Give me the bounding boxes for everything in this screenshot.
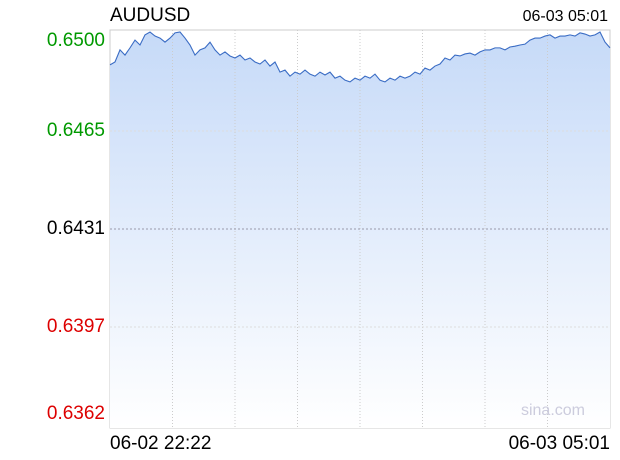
price-line bbox=[109, 31, 611, 83]
y-tick-label: 0.6397 bbox=[47, 316, 105, 337]
y-tick-label: 0.6362 bbox=[47, 403, 105, 424]
y-tick-label: 0.6465 bbox=[47, 120, 105, 141]
x-tick-label: 06-03 05:01 bbox=[509, 433, 610, 454]
price-area bbox=[110, 32, 610, 429]
x-tick-label: 06-02 22:22 bbox=[110, 433, 211, 454]
chart-title: AUDUSD bbox=[110, 5, 190, 26]
timestamp: 06-03 05:01 bbox=[523, 8, 609, 25]
y-tick-label: 0.6500 bbox=[47, 30, 105, 51]
y-tick-label: 0.6431 bbox=[47, 218, 105, 239]
watermark: sina.com bbox=[521, 402, 585, 419]
